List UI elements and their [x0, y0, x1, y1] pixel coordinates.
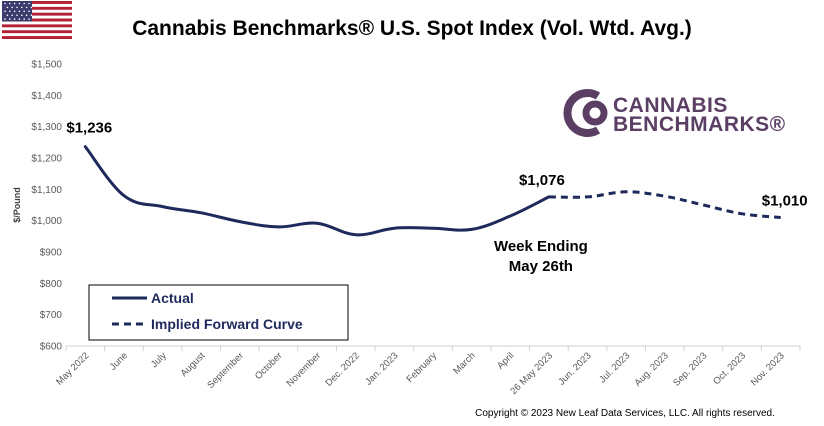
legend-box: [88, 284, 349, 341]
actual-series-line: [83, 145, 551, 237]
series-layer: [83, 145, 781, 237]
x-tick-label: Aug. 2023: [632, 350, 670, 388]
x-tick-label: February: [404, 350, 439, 385]
legend-actual-label: Actual: [151, 290, 194, 306]
y-tick-label: $1,100: [31, 185, 62, 196]
y-tick-label: $1,300: [31, 122, 62, 133]
x-tick-label: October: [253, 350, 285, 382]
annotation-latest-value: $1,076: [519, 172, 565, 189]
y-tick-label: $1,500: [31, 60, 62, 71]
x-tick-label: August: [179, 350, 208, 379]
y-tick-label: $800: [40, 279, 63, 290]
x-tick-label: May 2022: [54, 350, 91, 387]
logo-line2: BENCHMARKS®: [613, 113, 786, 136]
y-tick-label: $700: [40, 310, 63, 321]
x-tick-label: June: [108, 350, 130, 372]
forward-curve-series-line: [548, 190, 781, 219]
y-tick-label: $600: [40, 342, 63, 353]
y-tick-label: $1,200: [31, 154, 62, 165]
y-tick-label: $900: [40, 248, 63, 259]
legend-forward-label: Implied Forward Curve: [151, 316, 303, 332]
x-tick-label: July: [149, 350, 169, 370]
x-tick-label: March: [451, 350, 477, 376]
x-tick-label: Jan. 2023: [363, 350, 400, 387]
y-tick-label: $1,400: [31, 91, 62, 102]
annotation-start-value: $1,236: [66, 120, 112, 137]
x-tick-label: Jun. 2023: [556, 350, 593, 387]
annotation-layer: $1,236 $1,076 $1,010 Week Ending May 26th: [66, 120, 807, 275]
x-tick-label: Jul. 2023: [597, 350, 632, 385]
legend: Actual Implied Forward Curve: [88, 284, 349, 341]
logo-mark-icon: [563, 89, 608, 137]
x-tick-label: Dec. 2022: [323, 350, 361, 388]
copyright-notice: Copyright © 2023 New Leaf Data Services,…: [475, 408, 775, 419]
x-tick-label: November: [284, 350, 323, 389]
x-tick-label: September: [205, 350, 246, 391]
chart-title: Cannabis Benchmarks® U.S. Spot Index (Vo…: [132, 17, 692, 40]
x-tick-label: April: [495, 350, 516, 371]
logo: CANNABIS BENCHMARKS®: [563, 89, 786, 137]
x-tick-label: Nov. 2023: [749, 350, 787, 388]
logo-line1: CANNABIS: [613, 94, 728, 117]
us-flag-icon: [2, 1, 72, 39]
annotation-week-ending: Week Ending: [494, 238, 588, 255]
annotation-end-value: $1,010: [762, 193, 808, 210]
annotation-week-date: May 26th: [509, 258, 573, 275]
y-tick-label: $1,000: [31, 216, 62, 227]
x-tick-label: Sep. 2023: [671, 350, 709, 388]
y-axis-label: $/Pound: [12, 187, 22, 223]
x-tick-label: Oct. 2023: [711, 350, 748, 387]
